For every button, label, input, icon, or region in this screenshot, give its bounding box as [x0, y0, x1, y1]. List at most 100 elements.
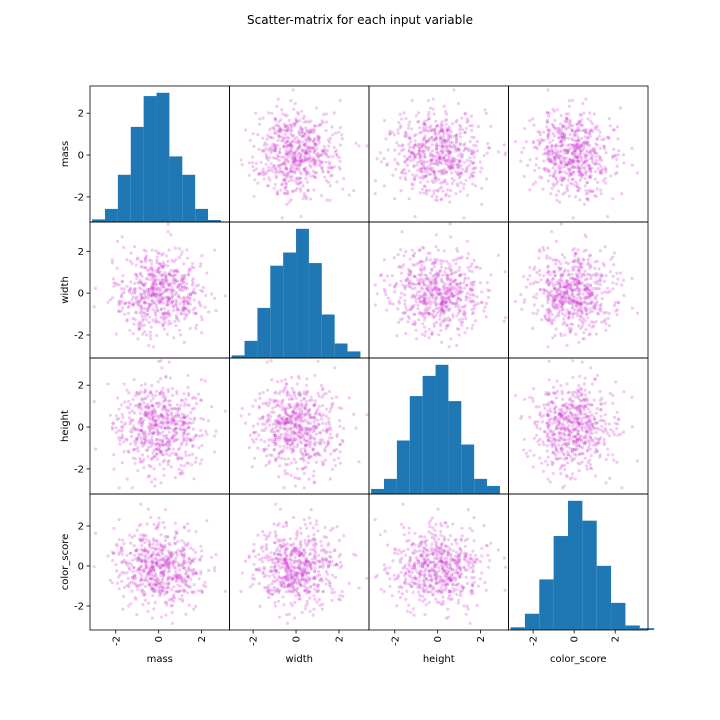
scatter-point: [385, 274, 390, 278]
scatter-point: [163, 279, 167, 283]
scatter-point: [149, 438, 153, 442]
scatter-point: [180, 398, 184, 403]
scatter-point: [469, 149, 473, 153]
scatter-point: [593, 177, 597, 181]
scatter-point: [556, 311, 561, 315]
scatter-point: [312, 140, 316, 144]
scatter-point: [546, 298, 550, 302]
scatter-point: [588, 166, 592, 170]
scatter-point: [581, 141, 585, 145]
scatter-point: [563, 256, 567, 260]
scatter-point: [587, 323, 592, 327]
scatter-point: [546, 167, 550, 171]
scatter-point: [562, 270, 566, 274]
scatter-point: [337, 419, 341, 423]
scatter-point: [194, 311, 198, 316]
scatter-point: [426, 139, 430, 143]
scatter-point: [276, 139, 280, 143]
scatter-point: [161, 312, 165, 316]
scatter-point: [117, 302, 121, 306]
scatter-point: [281, 162, 285, 166]
scatter-point: [578, 296, 582, 300]
scatter-point: [476, 125, 480, 129]
scatter-point: [584, 309, 588, 313]
scatter-point: [475, 295, 479, 299]
scatter-point: [127, 288, 131, 292]
scatter-point: [162, 404, 167, 409]
scatter-point: [448, 300, 452, 305]
scatter-point: [173, 476, 177, 480]
scatter-point: [324, 152, 328, 156]
scatter-point: [272, 447, 276, 451]
scatter-point: [570, 172, 574, 176]
scatter-point: [282, 155, 286, 159]
scatter-point: [554, 176, 558, 180]
scatter-point: [593, 150, 597, 154]
scatter-point: [223, 294, 228, 298]
scatter-point: [273, 117, 277, 121]
scatter-point: [585, 164, 589, 168]
scatter-point: [191, 308, 195, 312]
scatter-point: [415, 152, 419, 156]
scatter-point: [290, 156, 294, 160]
scatter-point: [562, 292, 566, 296]
scatter-point: [417, 142, 421, 146]
scatter-point: [463, 111, 467, 115]
scatter-point: [154, 313, 158, 318]
scatter-point: [431, 312, 435, 316]
scatter-point: [373, 303, 377, 307]
scatter-point: [382, 184, 386, 188]
scatter-point: [316, 134, 320, 138]
scatter-point: [319, 431, 323, 435]
scatter-point: [618, 271, 623, 275]
scatter-point: [299, 154, 303, 158]
scatter-point: [165, 288, 169, 292]
scatter-point: [537, 256, 541, 260]
scatter-point: [267, 438, 271, 442]
scatter-point: [575, 282, 579, 287]
scatter-point: [459, 286, 463, 290]
scatter-point: [462, 286, 466, 290]
scatter-point: [586, 302, 590, 306]
scatter-point: [431, 107, 435, 111]
scatter-point: [408, 154, 412, 158]
scatter-point: [162, 285, 166, 289]
scatter-point: [607, 324, 612, 328]
scatter-point: [440, 308, 444, 312]
scatter-point: [306, 189, 310, 193]
scatter-point: [279, 188, 283, 192]
scatter-point: [174, 290, 179, 295]
scatter-point: [144, 448, 149, 452]
scatter-point: [319, 160, 324, 164]
scatter-point: [171, 299, 175, 303]
scatter-point: [277, 134, 281, 138]
scatter-point: [462, 216, 466, 220]
scatter-point: [568, 296, 572, 300]
scatter-point: [410, 282, 414, 286]
scatter-point: [129, 280, 133, 284]
scatter-point: [283, 124, 287, 128]
scatter-point: [454, 139, 458, 143]
scatter-point: [426, 113, 431, 117]
scatter-point: [154, 414, 159, 418]
scatter-point: [549, 159, 553, 164]
scatter-point: [439, 149, 443, 153]
scatter-point: [159, 377, 163, 381]
scatter-point: [573, 166, 577, 170]
scatter-point: [320, 153, 324, 157]
scatter-point: [524, 140, 529, 144]
scatter-point: [423, 155, 427, 159]
scatter-point: [292, 457, 296, 461]
scatter-point: [611, 154, 615, 158]
scatter-point: [602, 137, 606, 141]
scatter-point: [305, 197, 309, 201]
scatter-point: [285, 135, 289, 140]
scatter-point: [297, 158, 301, 162]
scatter-point: [185, 422, 190, 426]
scatter-point: [571, 216, 575, 220]
scatter-point: [596, 311, 600, 315]
scatter-point: [553, 305, 557, 309]
scatter-point: [414, 133, 418, 137]
scatter-point: [557, 156, 561, 160]
scatter-point: [554, 314, 558, 319]
